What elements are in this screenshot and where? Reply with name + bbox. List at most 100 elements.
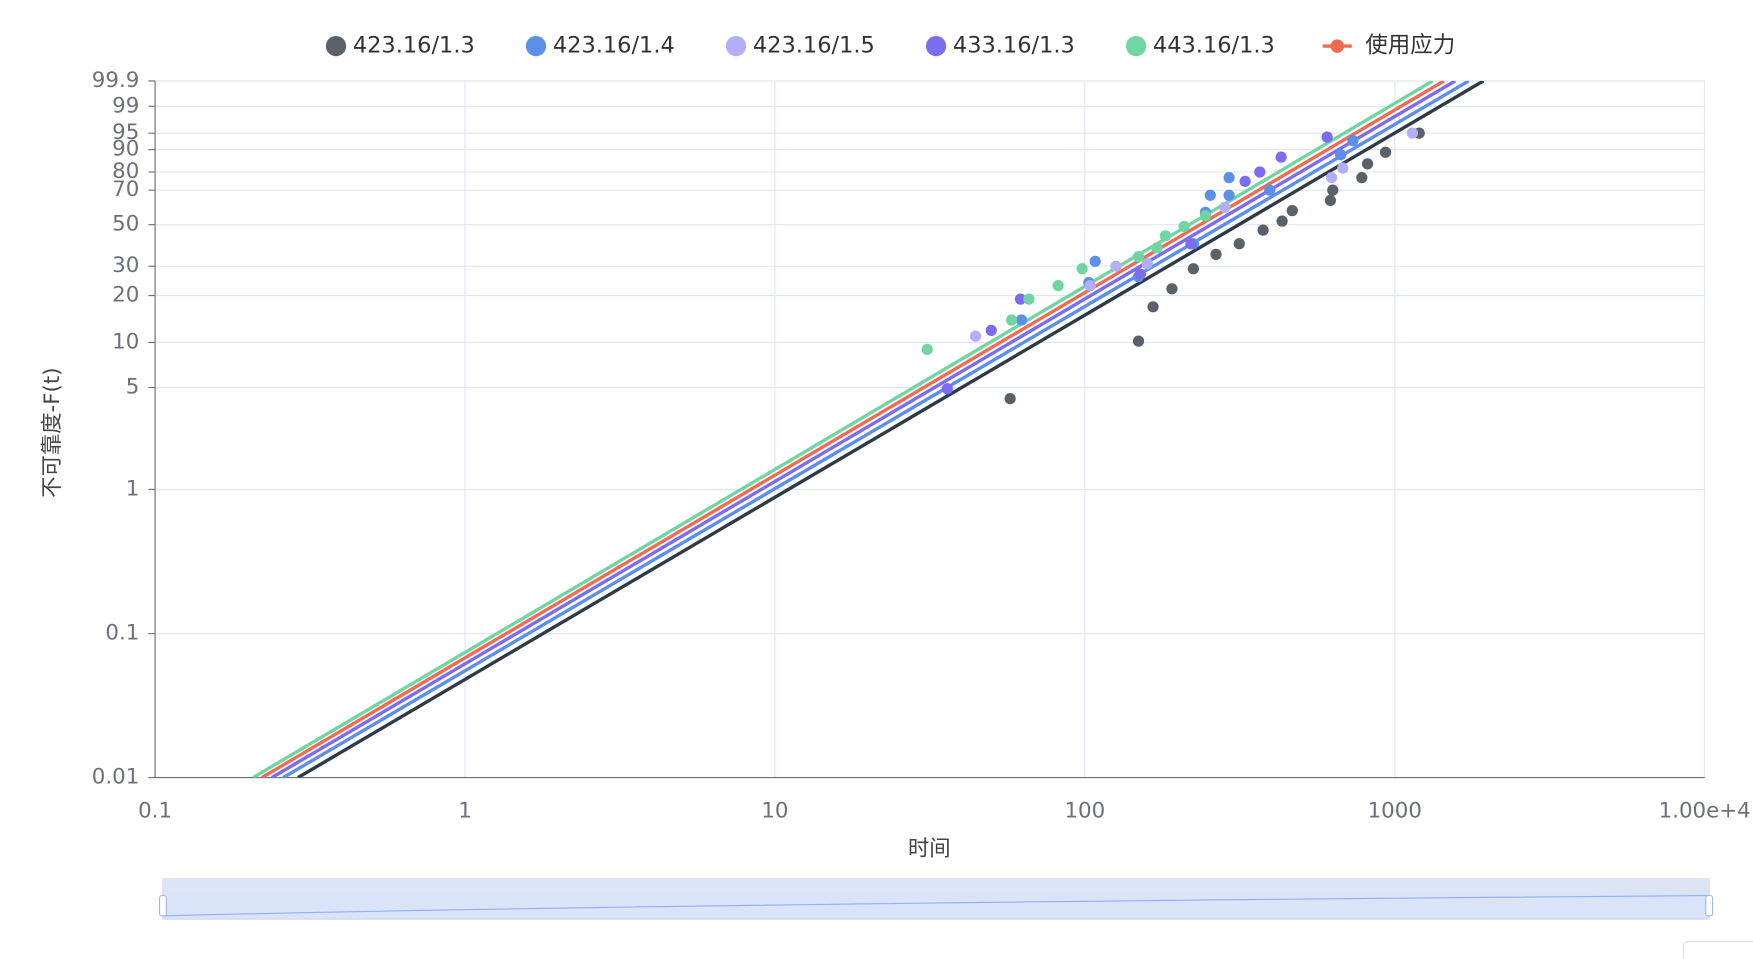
- point: [1321, 131, 1333, 143]
- legend-item[interactable]: 423.16/1.3: [325, 33, 475, 59]
- point: [1239, 175, 1251, 187]
- legend-item[interactable]: 423.16/1.5: [725, 33, 875, 59]
- x-tick-label: 1: [458, 798, 472, 823]
- x-tick-label: 100: [1064, 798, 1105, 823]
- point: [1147, 301, 1159, 313]
- point: [1132, 251, 1145, 263]
- button[interactable]: [1682, 941, 1753, 959]
- point: [1327, 184, 1339, 196]
- point: [1361, 158, 1374, 170]
- legend-item[interactable]: 使用应力: [1322, 33, 1456, 59]
- point: [1210, 248, 1222, 261]
- y-tick-label: 80: [112, 159, 139, 184]
- point: [1406, 127, 1419, 139]
- legend-symbol: [1125, 35, 1147, 57]
- x-tick-label: 10: [761, 798, 788, 823]
- point: [1089, 255, 1101, 267]
- fit-line: [252, 80, 1434, 778]
- point: [1233, 238, 1245, 250]
- point: [1178, 220, 1190, 233]
- point: [1159, 230, 1172, 242]
- legend-symbol: [325, 35, 347, 57]
- legend-label: 使用应力: [1365, 33, 1455, 59]
- y-tick-label: 30: [112, 253, 139, 278]
- point: [1337, 162, 1349, 174]
- y-axis-title: 不可靠度-F(t): [40, 367, 65, 497]
- y-tick-label: 5: [126, 374, 140, 399]
- y-tick-label: 95: [112, 120, 139, 145]
- point: [1276, 215, 1288, 227]
- point: [1023, 293, 1035, 305]
- point: [1219, 201, 1231, 213]
- point: [1379, 146, 1392, 158]
- x-tick-label: 1000: [1368, 798, 1422, 823]
- legend-label: 423.16/1.5: [753, 33, 875, 59]
- legend-symbol: [1330, 39, 1344, 53]
- fit-line: [270, 80, 1457, 778]
- point: [1275, 151, 1287, 163]
- point: [921, 343, 933, 356]
- slider-handle[interactable]: [159, 895, 167, 917]
- point: [1356, 172, 1368, 184]
- y-tick-label: 1: [126, 476, 140, 501]
- legend-label: 423.16/1.4: [553, 33, 675, 59]
- legend-item[interactable]: 443.16/1.3: [1125, 33, 1275, 59]
- legend-label: 433.16/1.3: [953, 33, 1075, 59]
- point: [1187, 263, 1200, 275]
- point: [1084, 280, 1096, 292]
- point: [941, 383, 953, 395]
- legend-symbol: [525, 35, 547, 57]
- legend-item[interactable]: 423.16/1.4: [525, 33, 675, 59]
- legend-label: 443.16/1.3: [1153, 33, 1275, 59]
- y-tick-label: 99.9: [92, 68, 140, 93]
- point: [1132, 335, 1145, 347]
- point: [1223, 189, 1235, 201]
- slider-handle[interactable]: [1705, 895, 1714, 917]
- point: [1015, 314, 1028, 326]
- point: [1286, 205, 1298, 217]
- point: [1052, 280, 1064, 292]
- point: [1223, 172, 1235, 184]
- point: [1166, 283, 1178, 295]
- y-tick-label: 90: [112, 137, 139, 162]
- point: [1185, 238, 1197, 250]
- legend-symbol: [725, 35, 747, 57]
- point: [1199, 210, 1212, 222]
- point: [1076, 263, 1088, 275]
- fit-line: [297, 80, 1485, 778]
- point: [1005, 314, 1018, 326]
- y-tick-label: 50: [112, 212, 139, 237]
- point: [1347, 134, 1359, 147]
- legend-symbol: [925, 35, 947, 57]
- point: [1264, 184, 1276, 196]
- legend: 423.16/1.3 423.16/1.4 423.16/1.5 433.16/1.3…: [325, 33, 1456, 59]
- point: [1151, 242, 1163, 254]
- point: [985, 324, 997, 336]
- point: [1110, 260, 1122, 272]
- x-tick-label: 1.00e+4: [1659, 798, 1751, 823]
- x-tick-label: 0.1: [138, 798, 172, 823]
- data-zoom-slider[interactable]: [159, 878, 1714, 920]
- point: [1141, 258, 1153, 270]
- slider-bar[interactable]: [162, 878, 1710, 893]
- y-tick-label: 70: [112, 177, 139, 202]
- point: [1335, 149, 1347, 161]
- point: [969, 330, 982, 342]
- point: [1325, 172, 1338, 184]
- point: [1257, 224, 1269, 236]
- y-tick-label: 20: [112, 283, 139, 308]
- point: [1324, 194, 1337, 207]
- point: [1254, 166, 1266, 178]
- slider-preview: [162, 895, 1710, 917]
- fit-line: [260, 80, 1445, 778]
- y-tick-label: 10: [112, 329, 139, 354]
- point: [1134, 268, 1146, 280]
- fit-line: [282, 80, 1470, 778]
- y-tick-label: 0.01: [92, 765, 140, 790]
- legend-label: 423.16/1.3: [353, 33, 475, 59]
- slider-selection: [162, 892, 1710, 920]
- legend-item[interactable]: 433.16/1.3: [925, 33, 1075, 59]
- y-tick-label: 99: [112, 93, 139, 118]
- x-axis-title: 时间: [908, 837, 951, 862]
